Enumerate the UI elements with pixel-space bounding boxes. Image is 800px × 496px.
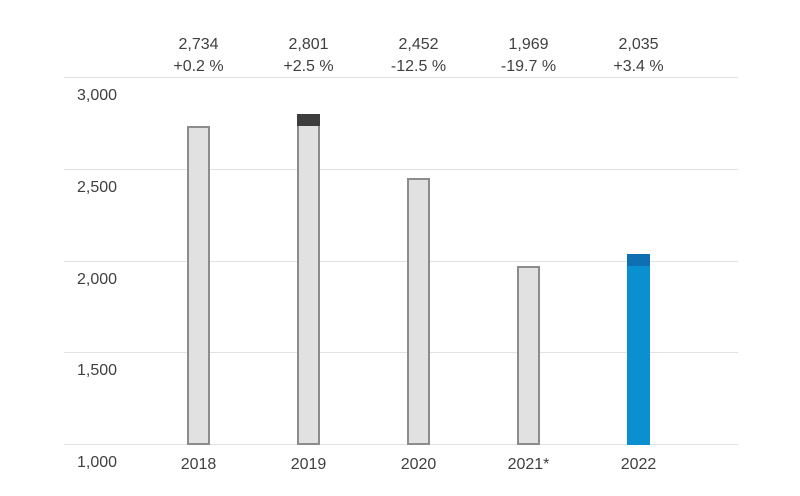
gridline xyxy=(64,352,738,354)
y-axis-tick-label: 1,000 xyxy=(77,454,118,471)
bar-2018 xyxy=(187,125,210,445)
y-axis-tick-label: 2,000 xyxy=(77,270,118,288)
gridline xyxy=(64,77,738,78)
bar-change-label: +0.2 % xyxy=(173,58,224,75)
x-axis-category-label: 2021* xyxy=(507,456,550,473)
bar-2019 xyxy=(297,113,320,445)
bar-value-label: 2,801 xyxy=(288,36,329,53)
bar-2022 xyxy=(627,254,650,445)
y-axis-tick-label: 2,500 xyxy=(77,178,118,196)
bar-body xyxy=(187,125,210,445)
bar-body xyxy=(407,177,430,445)
bar-change-label: +3.4 % xyxy=(613,58,664,75)
x-axis-category-label: 2020 xyxy=(400,456,437,473)
bar-increase-cap xyxy=(297,113,320,126)
bar-change-label: +2.5 % xyxy=(283,58,334,75)
gridline xyxy=(64,260,738,262)
bar-change-label: -19.7 % xyxy=(500,58,557,75)
bar-body xyxy=(297,113,320,445)
bar-2020 xyxy=(407,177,430,445)
gridline xyxy=(64,168,738,170)
gridline xyxy=(64,444,738,445)
bar-change-label: -12.5 % xyxy=(390,58,447,75)
y-axis-tick-label: 1,500 xyxy=(77,362,118,380)
x-axis-category-label: 2019 xyxy=(290,456,327,473)
bar-body xyxy=(627,254,650,445)
bar-body xyxy=(517,266,540,445)
bar-value-label: 2,452 xyxy=(398,36,439,53)
bar-value-label: 2,734 xyxy=(178,36,219,53)
y-axis-tick-label: 3,000 xyxy=(77,87,118,104)
bar-value-label: 2,035 xyxy=(618,36,659,53)
bar-increase-cap xyxy=(627,254,650,267)
bar-value-label: 1,969 xyxy=(508,36,549,53)
x-axis-category-label: 2022 xyxy=(620,456,657,473)
x-axis-category-label: 2018 xyxy=(180,456,217,473)
bar-2021* xyxy=(517,266,540,445)
